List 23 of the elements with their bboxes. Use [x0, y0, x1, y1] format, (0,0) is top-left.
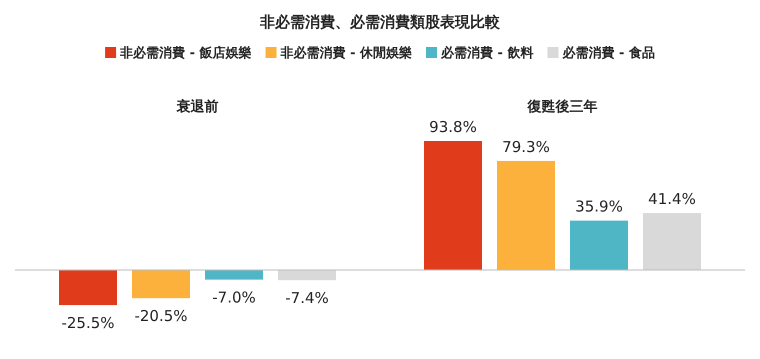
data-label: -20.5% [134, 307, 188, 326]
bar [278, 270, 336, 280]
x-tick-label: 復甦後三年 [526, 99, 598, 115]
legend-label: 非必需消費 - 休閒娛樂 [280, 45, 412, 61]
x-tick-label: 衰退前 [176, 98, 218, 115]
data-label: 93.8% [429, 118, 477, 136]
bar [59, 270, 117, 306]
data-label: 41.4% [648, 190, 696, 208]
data-label: 35.9% [575, 198, 623, 216]
legend-label: 非必需消費 - 飯店娛樂 [119, 45, 252, 61]
data-label: 79.3% [502, 138, 550, 156]
legend-label: 必需消費 - 飲料 [440, 45, 534, 61]
bar [132, 270, 190, 298]
legend-label: 必需消費 - 食品 [561, 45, 655, 61]
data-label: -25.5% [61, 314, 115, 332]
data-label: -7.4% [285, 289, 329, 308]
bar [497, 160, 555, 270]
chart-title: 非必需消費、必需消費類股表現比較 [259, 13, 501, 31]
bar [643, 213, 701, 270]
bar [570, 220, 628, 270]
bar [205, 270, 263, 280]
bar [424, 141, 482, 270]
data-label: -7.0% [212, 288, 256, 307]
